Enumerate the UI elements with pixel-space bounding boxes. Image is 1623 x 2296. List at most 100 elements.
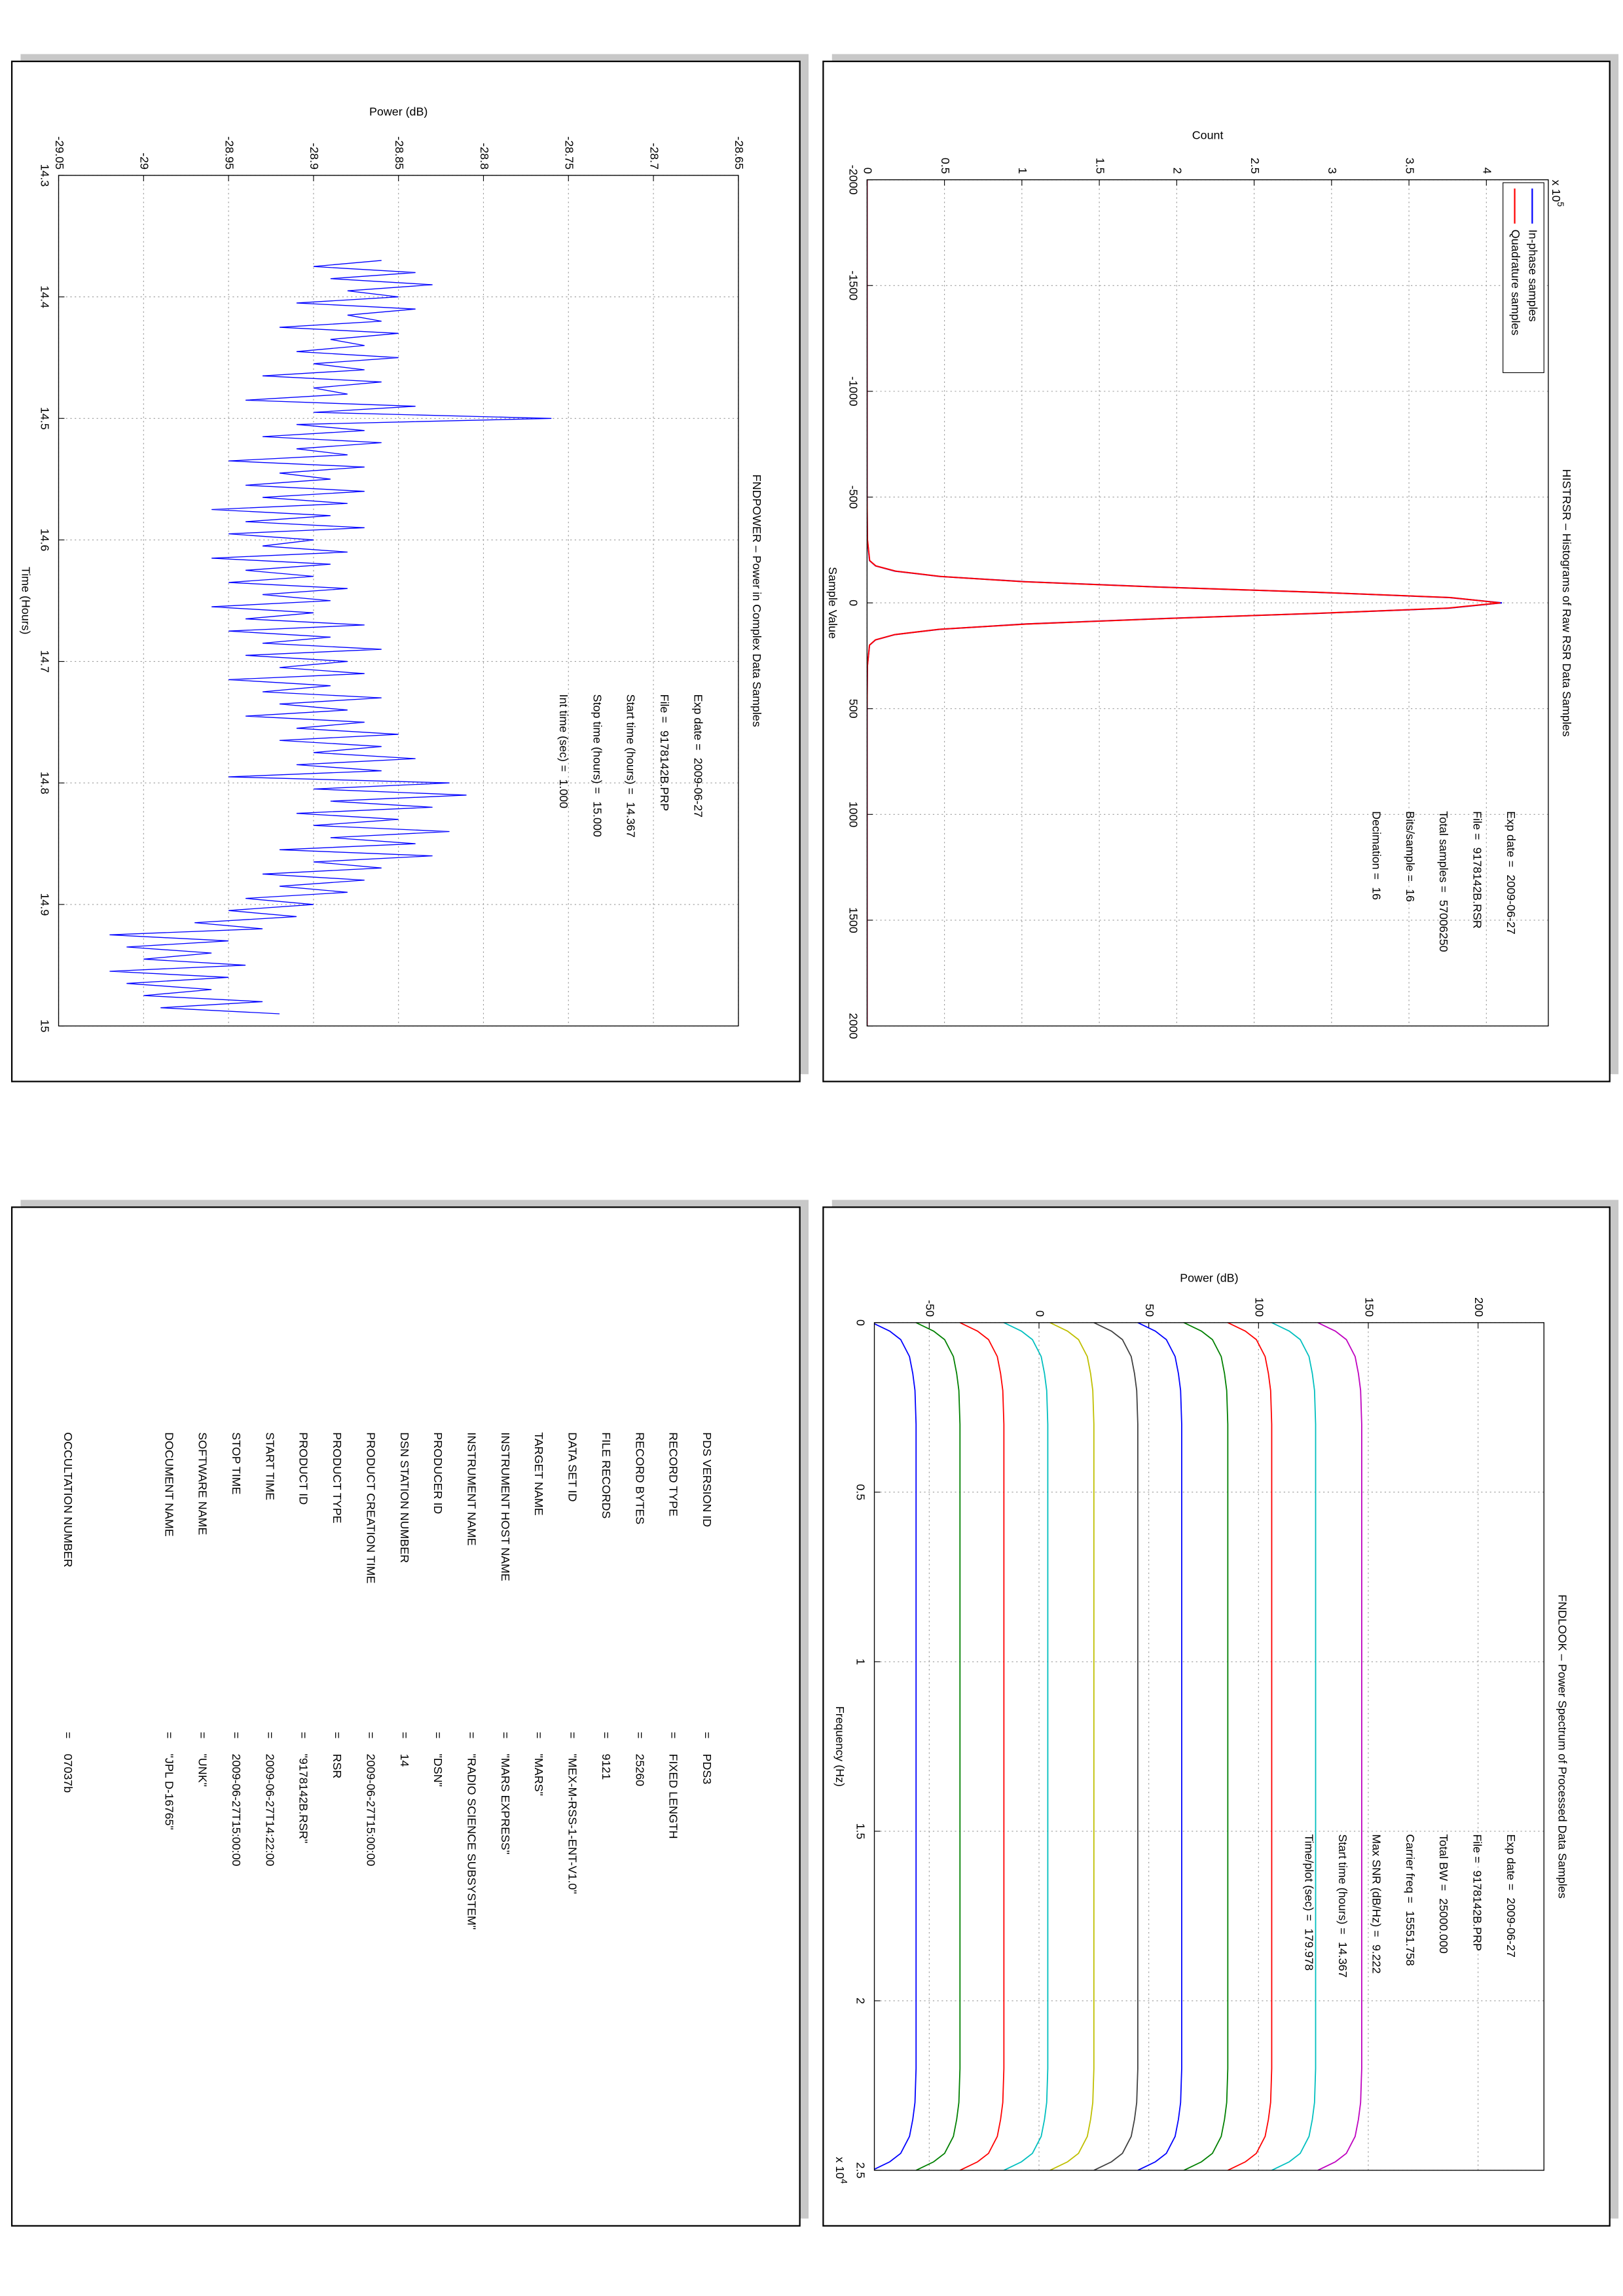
table-key: DATA SET ID <box>566 1432 579 1501</box>
data-line <box>915 1322 961 2170</box>
x-tick-label: 14.9 <box>38 893 51 916</box>
table-key: STOP TIME <box>230 1432 243 1494</box>
table-separator: = <box>196 1732 210 1738</box>
annotation-value: 14.367 <box>1336 1942 1349 1978</box>
panel-frame <box>822 1206 1611 2227</box>
x-tick-label: 14.4 <box>38 285 51 308</box>
table-value: "MARS" <box>532 1754 545 1796</box>
x-tick-label: 2000 <box>847 1013 860 1039</box>
table-separator: = <box>465 1732 478 1738</box>
axes-box <box>866 179 1549 1027</box>
x-tick-label: -2000 <box>847 165 860 195</box>
table-separator: = <box>297 1732 310 1738</box>
y-tick-label: -28.95 <box>223 136 236 170</box>
y-tick-label: 2.5 <box>1249 158 1262 174</box>
table-separator: = <box>398 1732 411 1738</box>
y-tick-label: 0 <box>1033 1310 1046 1317</box>
annotation-label: Int time (sec) = <box>557 694 570 772</box>
annotation-label: Start time (hours) = <box>1336 1834 1349 1934</box>
multiplier-exponent: 4 <box>839 2179 849 2184</box>
y-axis-label: Count <box>1192 128 1224 141</box>
y-tick-label: -28.65 <box>733 136 746 170</box>
label-table-panel: PDS VERSION ID = PDS3 RECORD TYPE = FIXED LEN… <box>62 1432 714 1929</box>
y-tick-label: -28.9 <box>308 143 321 170</box>
table-separator: = <box>566 1732 579 1738</box>
annotation: Bits/sample = 16 <box>1404 811 1417 902</box>
axes-box <box>58 175 739 1027</box>
annotation: Total samples = 57006250 <box>1437 811 1450 952</box>
table-value: "MARS EXPRESS" <box>499 1754 512 1855</box>
annotation: Max SNR (dB/Hz) = 9.222 <box>1370 1834 1383 1973</box>
annotation: Total BW = 25000.000 <box>1437 1834 1450 1954</box>
table-key: DOCUMENT NAME <box>162 1432 175 1537</box>
table-separator: = <box>633 1732 646 1738</box>
multiplier-base: x 10 <box>833 2157 847 2179</box>
x-tick-label: 14.3 <box>38 164 51 187</box>
table-separator: = <box>162 1732 175 1738</box>
table-value: 25260 <box>633 1754 646 1787</box>
annotation-value: 2009-06-27 <box>692 758 705 817</box>
annotation: Decimation = 16 <box>1370 811 1383 900</box>
panel-frame <box>10 1206 801 2227</box>
annotation-value: 179.978 <box>1303 1928 1316 1971</box>
y-tick-label: 1.5 <box>1093 158 1106 174</box>
data-line <box>109 260 552 1014</box>
table-key: INSTRUMENT NAME <box>465 1432 478 1545</box>
table-separator: = <box>431 1732 445 1738</box>
table-separator: = <box>667 1732 680 1738</box>
data-line <box>1271 1322 1317 2170</box>
table-value: "RADIO SCIENCE SUBSYSTEM" <box>465 1754 478 1930</box>
y-tick-label: 2 <box>1171 168 1184 174</box>
x-tick-label: -500 <box>847 486 860 509</box>
legend-label: In-phase samples <box>1527 230 1540 322</box>
data-line <box>1093 1322 1139 2170</box>
annotation: Carrier freq = 15551.758 <box>1404 1834 1417 1965</box>
x-tick-label: 1 <box>854 1659 867 1665</box>
table-value: 9121 <box>600 1754 613 1780</box>
annotation: Exp date = 2009-06-27 <box>692 694 705 817</box>
table-value: 07037b <box>62 1754 75 1793</box>
annotation-value: 1.000 <box>557 779 570 808</box>
annotation-value: 57006250 <box>1437 900 1450 952</box>
annotation-value: 9.222 <box>1370 1945 1383 1974</box>
annotation: File = 9178142B.PRP <box>1471 1834 1484 1950</box>
y-tick-label: -28.8 <box>478 143 491 170</box>
histogram-panel: -2000 -1500 -1000 -500 0 500 1000 1500 2000 0 0.5 1… <box>826 128 1573 1039</box>
annotation-label: Bits/sample = <box>1404 811 1417 882</box>
y-axis-label: Power (dB) <box>369 105 428 118</box>
data-line <box>1003 1322 1049 2170</box>
annotation-label: Stop time (hours) = <box>591 694 604 794</box>
table-value: FIXED LENGTH <box>667 1754 680 1839</box>
annotation-label: Time/plot (sec) = <box>1303 1834 1316 1921</box>
data-line <box>1049 1322 1095 2170</box>
annotation-label: File = <box>1471 1834 1484 1863</box>
table-separator: = <box>62 1732 75 1738</box>
annotation-label: Start time (hours) = <box>625 694 638 795</box>
annotation-value: 9178142B.PRP <box>658 730 671 811</box>
table-value: RSR <box>331 1754 344 1779</box>
table-key: RECORD BYTES <box>633 1432 646 1524</box>
annotation-label: Exp date = <box>692 694 705 751</box>
data-line <box>874 1322 917 2170</box>
y-tick-label: -50 <box>924 1300 937 1317</box>
annotation-label: Exp date = <box>1504 811 1518 867</box>
table-key: RECORD TYPE <box>667 1432 680 1516</box>
y-tick-label: 0.5 <box>939 158 952 174</box>
annotation-label: Max SNR (dB/Hz) = <box>1370 1834 1383 1937</box>
annotation: Stop time (hours) = 15.000 <box>591 694 604 837</box>
chart-title: HISTRSR – Histograms of Raw RSR Data Sam… <box>1560 469 1573 737</box>
x-tick-label: 500 <box>847 699 860 719</box>
table-separator: = <box>499 1732 512 1738</box>
y-tick-label: 200 <box>1472 1297 1486 1317</box>
y-tick-label: 50 <box>1143 1304 1156 1317</box>
table-key: SOFTWARE NAME <box>196 1432 210 1535</box>
annotation-label: Carrier freq = <box>1404 1834 1417 1903</box>
y-tick-label: 100 <box>1253 1297 1266 1317</box>
annotation: Exp date = 2009-06-27 <box>1504 1834 1518 1957</box>
x-tick-label: 2.5 <box>854 2162 867 2179</box>
table-key: INSTRUMENT HOST NAME <box>499 1432 512 1581</box>
table-key: FILE RECORDS <box>600 1432 613 1518</box>
y-tick-label: -29.05 <box>53 136 66 170</box>
annotation-label: Decimation = <box>1370 811 1383 880</box>
annotation-value: 15551.758 <box>1404 1910 1417 1965</box>
